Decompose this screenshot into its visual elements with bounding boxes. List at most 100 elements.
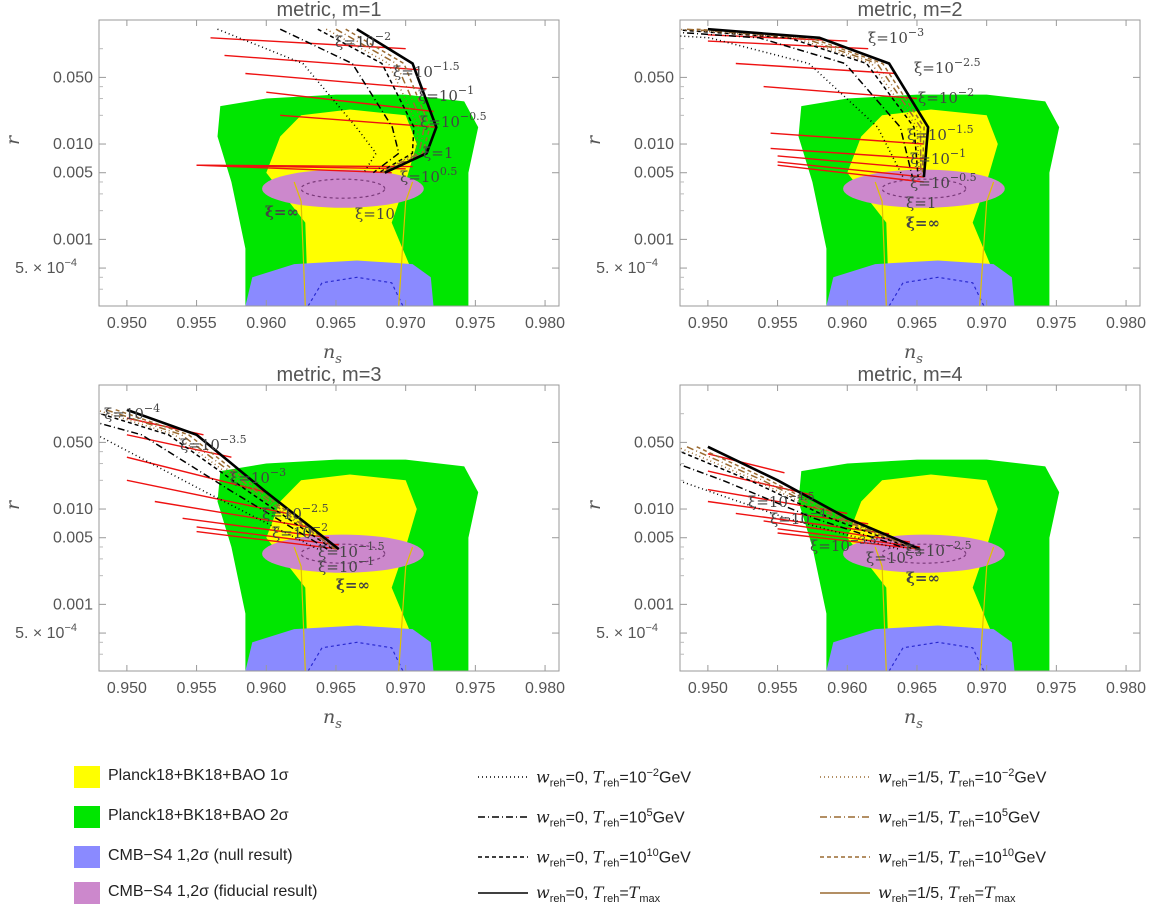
x-tick-label: 0.955 (177, 680, 217, 697)
iso-xi-line (770, 147, 924, 160)
legend-w15-label-2: wreh=1/5, Treh=1010GeV (878, 847, 1047, 870)
y-tick-label: 0.001 (53, 596, 93, 613)
x-tick-label: 0.970 (967, 315, 1007, 332)
curve-w0-T1e10 (99, 412, 334, 550)
x-tick-label: 0.960 (827, 680, 867, 697)
x-tick-label: 0.965 (897, 315, 937, 332)
panel-3: 0.950 0.955 0.960 0.965 0.970 0.975 0.980 0.050… (2, 364, 565, 732)
curve-w0-T1e10 (680, 29, 919, 178)
y-tick-label: 0.005 (53, 165, 93, 182)
curve-w0-T1e10 (317, 28, 415, 174)
panel-title: metric, m=2 (857, 0, 962, 21)
panel-1: 0.950 0.955 0.960 0.965 0.970 0.975 0.980 0.050… (2, 0, 565, 367)
xi-label: ξ=10−1 (418, 84, 474, 105)
curve-w0-T1e5 (279, 28, 400, 174)
xi-label: ξ=10−3.5 (180, 433, 247, 454)
legend-w15-label-0: wreh=1/5, Treh=10−2GeV (878, 767, 1047, 790)
curve-w0-T1e10 (680, 450, 915, 550)
contour-edge-left (874, 181, 887, 306)
iso-xi-line (763, 85, 918, 100)
cmbs4-null-region (245, 260, 434, 306)
legend-cmbs4-null: CMB−S4 1,2σ (null result) (108, 847, 293, 864)
x-tick-label: 0.950 (688, 315, 728, 332)
cmbs4-null-1sigma (888, 641, 985, 671)
curve-w15-T1e5 (105, 409, 337, 550)
legend-w0-label-2: wreh=0, Treh=1010GeV (536, 847, 691, 870)
x-tick-label: 0.960 (246, 315, 286, 332)
curve-w15-T1e10 (696, 28, 925, 178)
y-axis-label: r (2, 134, 24, 145)
cmbs4-null-region (245, 625, 434, 671)
legend-planck-1sigma: Planck18+BK18+BAO 1σ (108, 767, 289, 784)
swatch-planck-1sigma (74, 766, 100, 788)
y-tick-label: 0.010 (53, 136, 93, 153)
cmbs4-null-1sigma (307, 276, 404, 306)
iso-xi-line (182, 517, 330, 539)
swatch-cmbs4-fiducial (74, 882, 100, 904)
y-tick-label: 0.005 (53, 530, 93, 547)
y-tick-label: 5. × 10−4 (596, 257, 658, 277)
x-tick-label: 0.955 (758, 315, 798, 332)
iso-xi-line (224, 54, 420, 71)
contour-edge-left (874, 546, 887, 671)
y-axis-label: r (2, 499, 24, 510)
legend-w0-label-3: wreh=0, Treh=Tmax (536, 883, 661, 906)
xi-label: ξ=10 (355, 205, 395, 223)
legend-w15-label-1: wreh=1/5, Treh=105GeV (878, 807, 1040, 830)
y-axis-label: r (583, 499, 605, 510)
panel-title: metric, m=3 (276, 364, 381, 386)
x-tick-label: 0.980 (1106, 680, 1146, 697)
x-tick-label: 0.960 (246, 680, 286, 697)
y-tick-label: 0.005 (634, 165, 674, 182)
y-axis-label: r (583, 134, 605, 145)
plot-frame (98, 384, 560, 672)
xi-label: ξ=10−1.5 (393, 60, 460, 81)
x-tick-label: 0.950 (107, 680, 147, 697)
y-tick-label: 0.050 (53, 69, 93, 86)
y-tick-label: 0.050 (634, 69, 674, 86)
x-tick-label: 0.970 (386, 680, 426, 697)
legend-cmbs4-fiducial: CMB−S4 1,2σ (fiducial result) (108, 883, 318, 900)
plot-frame (679, 384, 1141, 672)
iso-xi-line (126, 434, 232, 458)
plot-frame (679, 19, 1141, 307)
curve-w15-T1e5 (335, 28, 426, 174)
x-axis-label: ns (323, 706, 342, 732)
chart-grid: 0.950 0.955 0.960 0.965 0.970 0.975 0.980 0.050… (2, 0, 1146, 732)
y-tick-label: 0.050 (53, 434, 93, 451)
iso-xi-line (707, 40, 869, 50)
contour-edge-right (979, 181, 995, 306)
y-tick-label: 0.001 (634, 596, 674, 613)
legend-w0-label-0: wreh=0, Treh=10−2GeV (536, 767, 692, 790)
curve-w15-T1e-2 (680, 447, 916, 550)
x-tick-label: 0.955 (177, 315, 217, 332)
contour-edge-left (293, 546, 306, 671)
swatch-planck-2sigma (74, 806, 100, 828)
cmbs4-null-1sigma (888, 276, 985, 306)
x-tick-label: 0.975 (1036, 680, 1076, 697)
x-tick-label: 0.970 (967, 680, 1007, 697)
x-tick-label: 0.980 (525, 315, 565, 332)
iso-xi-line (763, 520, 911, 543)
iso-xi-line (777, 528, 920, 548)
xi-label: ξ=∞ (906, 569, 940, 587)
x-tick-label: 0.975 (455, 315, 495, 332)
x-tick-label: 0.965 (316, 315, 356, 332)
xi-label: ξ=∞ (336, 576, 370, 594)
xi-label: ξ=∞ (265, 203, 299, 221)
cmbs4-fiducial-region (262, 169, 424, 208)
plot-frame (98, 19, 560, 307)
iso-xi-line (770, 132, 924, 145)
x-tick-label: 0.960 (827, 315, 867, 332)
iso-xi-line (154, 500, 309, 528)
x-tick-label: 0.970 (386, 315, 426, 332)
x-tick-label: 0.975 (455, 680, 495, 697)
y-tick-label: 5. × 10−4 (15, 257, 77, 277)
x-tick-label: 0.965 (316, 680, 356, 697)
panel-title: metric, m=4 (857, 364, 962, 386)
curve-w0-T1e5 (99, 422, 328, 550)
curve-w0-T1e5 (680, 463, 909, 550)
cmbs4-fiducial-region (843, 169, 1005, 208)
curve-w15-T1e10 (115, 409, 338, 550)
xi-label: ξ=1 (906, 194, 936, 212)
